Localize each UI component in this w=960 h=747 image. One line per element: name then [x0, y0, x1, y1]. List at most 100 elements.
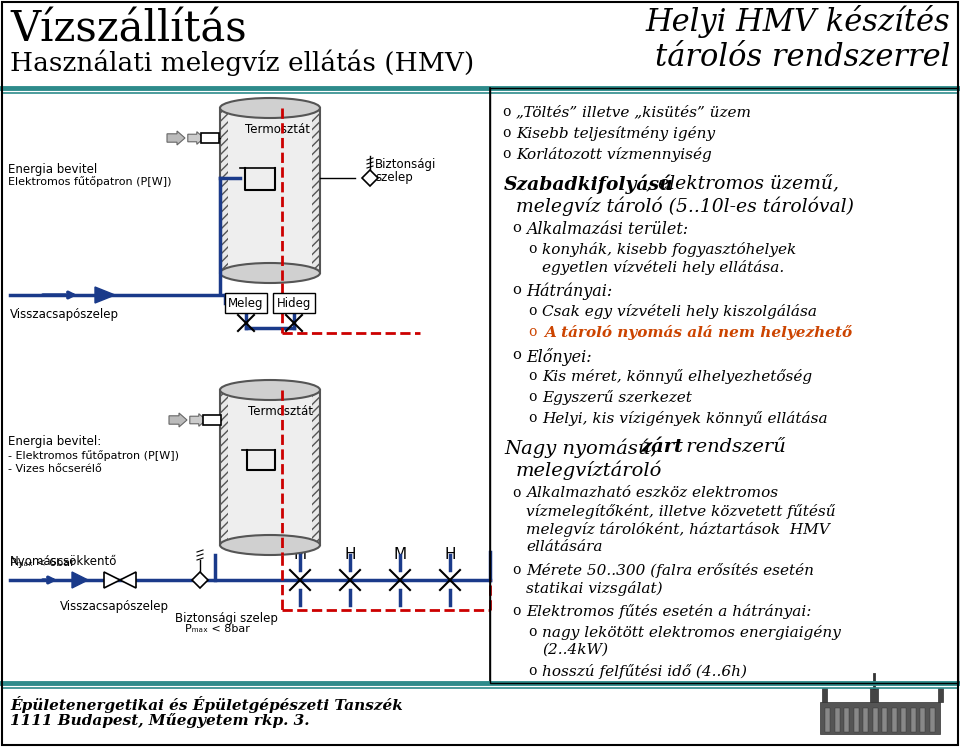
Polygon shape	[362, 170, 378, 186]
Text: , elektromos üzemű,: , elektromos üzemű,	[646, 174, 839, 192]
Text: melegvíz tárolóként, háztartások  HMV: melegvíz tárolóként, háztartások HMV	[526, 522, 829, 537]
Text: Meleg: Meleg	[228, 297, 264, 309]
Bar	[853, 708, 858, 732]
Bar	[820, 702, 940, 734]
Bar	[834, 708, 839, 732]
Text: Mérete 50..300 (falra erősítés esetén: Mérete 50..300 (falra erősítés esetén	[526, 563, 814, 578]
Text: o: o	[502, 147, 511, 161]
Text: A tároló nyomás alá nem helyezhető: A tároló nyomás alá nem helyezhető	[544, 325, 852, 340]
Text: Helyi, kis vízigények könnyű ellátása: Helyi, kis vízigények könnyű ellátása	[542, 411, 828, 426]
Bar	[882, 708, 887, 732]
Bar	[873, 708, 877, 732]
Text: Elektromos fűtés esetén a hátrányai:: Elektromos fűtés esetén a hátrányai:	[526, 604, 811, 619]
Text: hosszú felfűtési idő (4..6h): hosszú felfűtési idő (4..6h)	[542, 664, 747, 679]
Text: H: H	[345, 547, 356, 562]
Bar	[844, 708, 849, 732]
Text: Alkalmazható eszköz elektromos: Alkalmazható eszköz elektromos	[526, 486, 779, 500]
Text: melegvíz tároló (5..10l-es tárolóval): melegvíz tároló (5..10l-es tárolóval)	[516, 196, 854, 215]
Text: statikai vizsgálat): statikai vizsgálat)	[526, 581, 662, 596]
Text: rendszerű: rendszerű	[680, 438, 785, 456]
Polygon shape	[169, 413, 187, 427]
Text: szelep: szelep	[375, 171, 413, 184]
Text: o: o	[528, 304, 537, 318]
Polygon shape	[104, 572, 120, 588]
Text: Elektromos fűtőpatron (P[W]): Elektromos fűtőpatron (P[W])	[8, 176, 172, 187]
Text: Korlátozott vízmennyiség: Korlátozott vízmennyiség	[516, 147, 711, 162]
Text: nagy lekötött elektromos energiaigény: nagy lekötött elektromos energiaigény	[542, 625, 841, 640]
Text: Energia bevitel: Energia bevitel	[8, 163, 97, 176]
Text: konyhák, kisebb fogyasztóhelyek: konyhák, kisebb fogyasztóhelyek	[542, 242, 796, 257]
Bar	[870, 688, 878, 702]
Text: Egyszerű szerkezet: Egyszerű szerkezet	[542, 390, 692, 405]
Text: o: o	[512, 283, 521, 297]
Text: Hátrányai:: Hátrányai:	[526, 283, 612, 300]
Text: o: o	[502, 126, 511, 140]
Polygon shape	[188, 131, 204, 144]
Text: o: o	[528, 664, 537, 678]
Bar	[929, 708, 934, 732]
Polygon shape	[72, 572, 88, 588]
Polygon shape	[95, 287, 115, 303]
Bar	[920, 708, 925, 732]
Polygon shape	[190, 414, 206, 427]
Bar	[825, 708, 830, 732]
Bar	[220, 390, 320, 545]
Text: Helyi HMV készítés: Helyi HMV készítés	[645, 5, 950, 38]
Text: Termosztát: Termosztát	[245, 123, 310, 136]
Text: M: M	[294, 547, 306, 562]
Polygon shape	[192, 572, 208, 588]
Text: Csak egy vízvételi hely kiszolgálása: Csak egy vízvételi hely kiszolgálása	[542, 304, 817, 319]
Text: M: M	[394, 547, 407, 562]
Ellipse shape	[220, 535, 320, 555]
Text: H: H	[444, 547, 456, 562]
Text: Biztonsági szelep: Biztonsági szelep	[175, 612, 277, 625]
Polygon shape	[167, 131, 185, 145]
Text: Alkalmazási terület:: Alkalmazási terület:	[526, 221, 688, 238]
Bar	[892, 708, 897, 732]
Text: Visszacsapószelep: Visszacsapószelep	[60, 600, 169, 613]
Polygon shape	[120, 572, 136, 588]
Text: Szabadkifolyású: Szabadkifolyású	[504, 174, 674, 193]
Ellipse shape	[220, 98, 320, 118]
Text: Előnyei:: Előnyei:	[526, 348, 591, 366]
Text: o: o	[512, 221, 521, 235]
Text: Kisebb teljesítmény igény: Kisebb teljesítmény igény	[516, 126, 715, 141]
Text: Kis méret, könnyű elhelyezhetőség: Kis méret, könnyű elhelyezhetőség	[542, 369, 812, 384]
Text: o: o	[502, 105, 511, 119]
Text: o: o	[528, 325, 537, 339]
Bar	[273, 293, 315, 313]
Bar	[938, 688, 943, 702]
Bar	[220, 108, 320, 273]
Text: o: o	[528, 242, 537, 256]
Bar	[201, 133, 219, 143]
Text: o: o	[528, 411, 537, 425]
Text: Biztonsági: Biztonsági	[375, 158, 437, 171]
Text: 1111 Budapest, Műegyetem rkp. 3.: 1111 Budapest, Műegyetem rkp. 3.	[10, 713, 309, 728]
Text: o: o	[512, 348, 521, 362]
Bar	[203, 415, 221, 425]
Text: egyetlen vízvételi hely ellátása.: egyetlen vízvételi hely ellátása.	[542, 260, 784, 275]
Bar	[910, 708, 916, 732]
Text: Pₘₐₓ < 8bar: Pₘₐₓ < 8bar	[185, 624, 250, 634]
Text: Nyomáscsökkentő: Nyomáscsökkentő	[10, 555, 117, 568]
Text: o: o	[512, 563, 520, 577]
Bar	[228, 394, 312, 541]
Text: zárt: zárt	[640, 438, 683, 456]
Ellipse shape	[220, 380, 320, 400]
Text: - Elektromos fűtőpatron (P[W]): - Elektromos fűtőpatron (P[W])	[8, 450, 179, 461]
Text: Pₘₐₓ < 6bar: Pₘₐₓ < 6bar	[10, 558, 75, 568]
Bar	[225, 293, 267, 313]
Bar	[228, 112, 312, 269]
Text: Termosztát: Termosztát	[248, 405, 313, 418]
Text: melegvíztároló: melegvíztároló	[516, 461, 662, 480]
Text: Épületenergetikai és Épületgépészeti Tanszék: Épületenergetikai és Épületgépészeti Tan…	[10, 696, 403, 713]
Text: Hideg: Hideg	[276, 297, 311, 309]
Text: Nagy nyomású,: Nagy nyomású,	[504, 438, 662, 457]
Ellipse shape	[220, 263, 320, 283]
Text: o: o	[512, 604, 520, 618]
Text: o: o	[528, 390, 537, 404]
Text: o: o	[528, 369, 537, 383]
Text: o: o	[528, 625, 537, 639]
Text: Vízszállítás: Vízszállítás	[10, 8, 247, 50]
Text: „Töltés” illetve „kisütés” üzem: „Töltés” illetve „kisütés” üzem	[516, 105, 751, 119]
